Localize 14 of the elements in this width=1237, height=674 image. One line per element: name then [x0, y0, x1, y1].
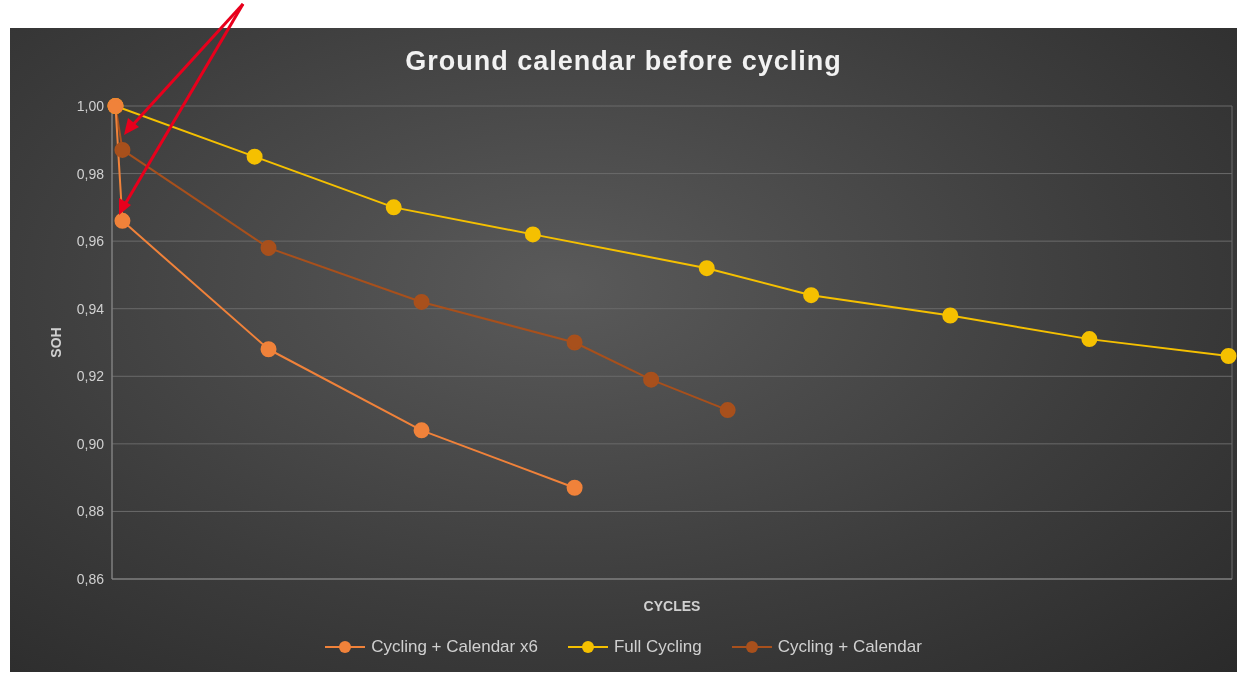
y-tick-label: 0,92 — [76, 368, 105, 385]
y-tick-label: 0,94 — [76, 300, 105, 317]
legend-label: Cycling + Calendar x6 — [371, 637, 538, 657]
y-tick-label: 0,88 — [76, 503, 105, 520]
y-tick-label: 0,98 — [76, 165, 105, 182]
y-tick-label: 0,86 — [76, 570, 105, 587]
y-tick-label: 0,90 — [76, 435, 105, 452]
y-axis-title: SOH — [47, 327, 64, 358]
y-tick-label: 1,00 — [76, 97, 105, 114]
legend-label: Full Cycling — [613, 637, 702, 657]
y-tick-label: 0,96 — [76, 233, 105, 250]
chart-title: Ground calendar before cycling — [404, 46, 843, 77]
x-axis-title: CYCLES — [643, 598, 701, 614]
legend-label: Cycling + Calendar — [777, 637, 922, 657]
